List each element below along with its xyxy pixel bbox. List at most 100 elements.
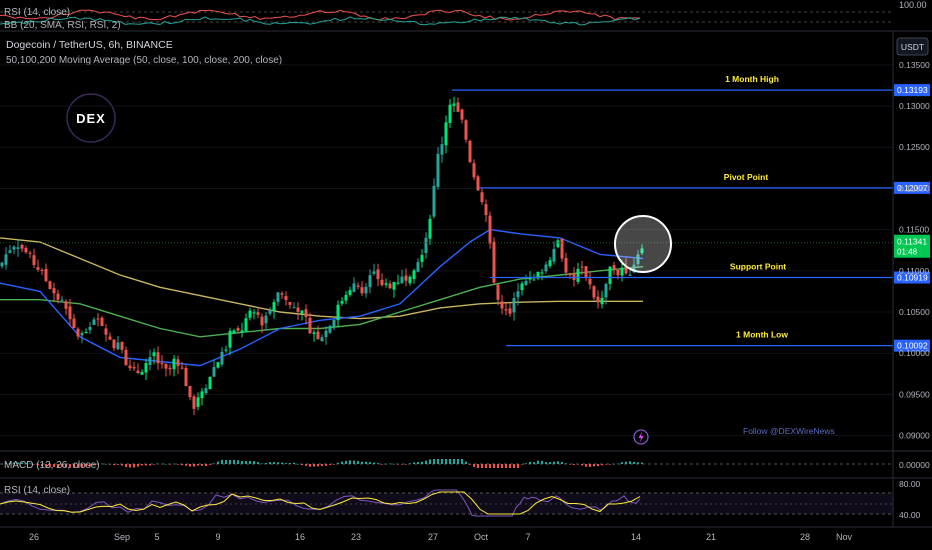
- date-axis[interactable]: 26 Sep 5 9 16 23 27 Oct 7 14 21 28 Nov: [29, 532, 853, 542]
- candle-body: [352, 283, 356, 292]
- date-tick-label: 9: [215, 532, 220, 542]
- candle-body: [144, 363, 148, 373]
- candle-body: [532, 279, 536, 281]
- candle-body: [520, 283, 524, 290]
- candle-body: [224, 349, 228, 351]
- macd-bar: [585, 464, 587, 467]
- macd-bar: [565, 463, 567, 465]
- candle-body: [480, 192, 484, 203]
- candle-body: [120, 341, 124, 350]
- macd-bar: [609, 464, 611, 465]
- rsi-label[interactable]: RSI (14, close): [4, 485, 70, 496]
- candle-body: [104, 328, 108, 335]
- macd-bar: [73, 464, 75, 468]
- countdown-label: 01:48: [897, 248, 918, 257]
- candle-body: [260, 316, 264, 326]
- candle-body: [116, 342, 120, 350]
- macd-bar: [385, 463, 387, 465]
- candle-body: [180, 367, 184, 369]
- macd-bar: [517, 464, 519, 468]
- macd-bar: [461, 459, 463, 464]
- macd-bar: [153, 464, 155, 465]
- candle-body: [636, 254, 640, 265]
- macd-bar: [373, 462, 375, 464]
- candle-body: [292, 307, 296, 309]
- candle-body: [204, 388, 208, 394]
- candle-body: [584, 266, 588, 279]
- candle-body: [168, 367, 172, 370]
- top-bb-label[interactable]: BB (20, SMA, RSI, RSI, 2): [4, 20, 121, 31]
- candle-body: [628, 274, 632, 276]
- candle-body: [192, 396, 196, 409]
- macd-bar: [353, 460, 355, 465]
- chart-title[interactable]: Dogecoin / TetherUS, 6h, BINANCE: [6, 39, 173, 51]
- candle-body: [372, 271, 376, 274]
- ma-study-label[interactable]: 50,100,200 Moving Average (50, close, 10…: [6, 55, 282, 66]
- date-tick-label: 21: [706, 532, 716, 542]
- candle-body: [196, 397, 200, 407]
- level-price-tag: [894, 271, 930, 284]
- date-tick-label: Oct: [474, 532, 489, 542]
- candle-body: [56, 293, 60, 300]
- macd-bar: [529, 461, 531, 465]
- macd-bar: [121, 464, 123, 466]
- candle-body: [608, 266, 612, 284]
- level-name: Pivot Point: [724, 172, 769, 182]
- candle-body: [464, 120, 468, 140]
- macd-bar: [393, 463, 395, 465]
- candle-body: [340, 301, 344, 304]
- price-tick-label: 0.13000: [899, 101, 930, 111]
- macd-bar: [641, 462, 643, 464]
- candle-body: [452, 103, 456, 106]
- macd-bar: [245, 461, 247, 464]
- level-name: 1 Month Low: [736, 330, 788, 340]
- candle-body: [320, 337, 324, 342]
- candle-body: [484, 204, 488, 216]
- macd-bar: [141, 464, 143, 466]
- macd-bar: [593, 464, 595, 467]
- ma50-line: [0, 228, 644, 367]
- macd-bar: [369, 462, 371, 464]
- macd-label[interactable]: MACD (12, 26, close): [4, 460, 100, 471]
- macd-bar: [477, 464, 479, 468]
- macd-bar: [1, 463, 3, 465]
- macd-bar: [481, 464, 483, 468]
- macd-bar: [317, 464, 319, 467]
- macd-bar: [441, 459, 443, 464]
- candle-body: [140, 371, 144, 375]
- candle-body: [540, 272, 544, 274]
- top-indicator-pane: RSI (14, close) BB (20, SMA, RSI, RSI, 2…: [0, 0, 927, 31]
- candle-body: [208, 376, 212, 389]
- candle-body: [88, 326, 92, 331]
- candle-body: [188, 386, 192, 398]
- candle-body: [556, 240, 560, 248]
- candle-body: [200, 391, 204, 399]
- top-rsi-label[interactable]: RSI (14, close): [4, 7, 70, 18]
- candle-body: [392, 282, 396, 290]
- candle-body: [364, 286, 368, 294]
- candle-body: [504, 309, 508, 311]
- candle-body: [432, 185, 436, 217]
- candle-body: [40, 270, 44, 271]
- macd-bar: [137, 464, 139, 467]
- macd-bar: [333, 464, 335, 465]
- candle-body: [80, 332, 84, 336]
- macd-bar: [205, 464, 207, 466]
- macd-bar: [169, 464, 171, 465]
- price-axis[interactable]: 0.13500 0.13000 0.12500 0.12000 0.11500 0.110…: [899, 60, 930, 441]
- level-lines: 1 Month High 0.13193 Pivot Point 0.12007 Sup…: [0, 74, 930, 352]
- rsi-ma-line: [0, 491, 641, 515]
- candle-body: [64, 301, 68, 309]
- lightning-icon: [633, 429, 649, 445]
- macd-bar: [425, 460, 427, 464]
- candle-body: [468, 140, 472, 163]
- macd-bar: [625, 461, 627, 465]
- macd-bar: [97, 464, 99, 465]
- unit-button[interactable]: USDT: [896, 37, 929, 56]
- candle-body: [624, 266, 628, 274]
- macd-bar: [457, 459, 459, 464]
- candle-body: [48, 281, 52, 289]
- macd-bar: [549, 462, 551, 465]
- macd-bar: [233, 459, 235, 464]
